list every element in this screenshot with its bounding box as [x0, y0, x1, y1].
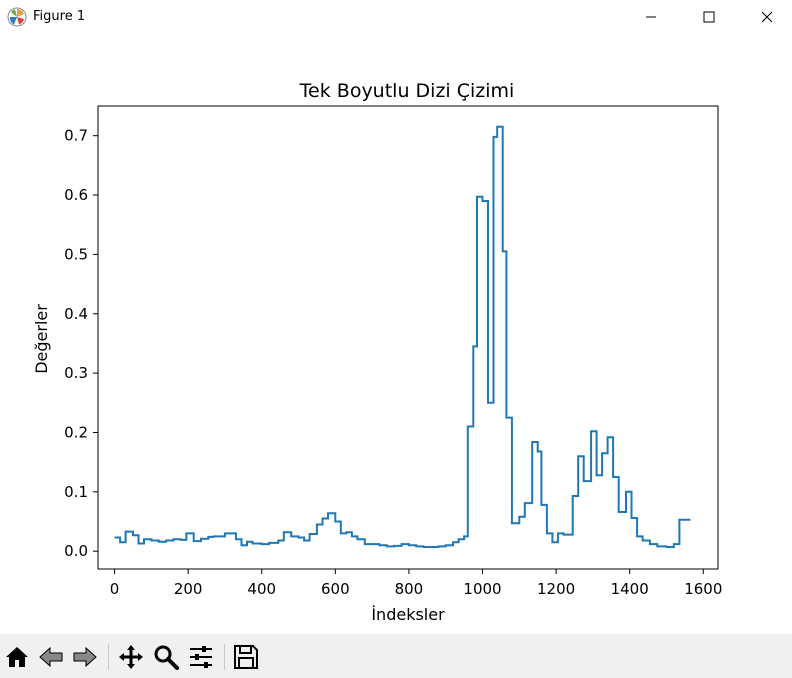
- save-button[interactable]: [233, 644, 259, 670]
- zoom-icon: [154, 645, 179, 670]
- y-tick-label: 0.3: [64, 364, 88, 382]
- x-tick-label: 200: [174, 580, 203, 598]
- x-tick-label: 1600: [684, 580, 722, 598]
- y-axis-label: Değerler: [32, 304, 51, 374]
- y-tick-label: 0.0: [64, 542, 88, 560]
- chart: Tek Boyutlu Dizi Çizimi İndeksler Değerl…: [32, 80, 722, 624]
- close-icon: [761, 11, 773, 23]
- maximize-button[interactable]: [680, 0, 738, 34]
- home-icon: [6, 647, 28, 667]
- navigation-toolbar: [0, 634, 792, 678]
- x-tick-label: 800: [395, 580, 424, 598]
- forward-icon: [73, 646, 97, 668]
- minimize-icon: [646, 16, 656, 18]
- toolbar-separator: [108, 644, 109, 670]
- close-button[interactable]: [738, 0, 792, 34]
- y-tick-label: 0.1: [64, 483, 88, 501]
- configure-subplots-icon: [190, 646, 212, 668]
- maximize-icon: [703, 11, 715, 23]
- axis-ticks: 0 200 400 600 800 1000 1200 1400 1600 0.0 0.1 0.2 0.…: [64, 127, 722, 598]
- pan-icon: [119, 645, 143, 669]
- y-tick-label: 0.5: [64, 245, 88, 263]
- zoom-button[interactable]: [153, 644, 179, 670]
- back-icon: [39, 646, 63, 668]
- home-button[interactable]: [4, 644, 30, 670]
- window-titlebar: Figure 1: [0, 0, 792, 34]
- x-tick-label: 1000: [463, 580, 501, 598]
- y-tick-label: 0.2: [64, 423, 88, 441]
- y-tick-label: 0.7: [64, 127, 88, 145]
- x-tick-label: 0: [110, 580, 120, 598]
- series-line: [114, 125, 691, 548]
- x-tick-label: 400: [247, 580, 276, 598]
- configure-subplots-button[interactable]: [188, 644, 214, 670]
- x-axis-label: İndeksler: [371, 605, 445, 624]
- y-tick-label: 0.6: [64, 186, 88, 204]
- save-icon: [234, 645, 258, 669]
- window-title: Figure 1: [33, 9, 86, 24]
- matplotlib-logo-icon: [7, 7, 27, 27]
- forward-button[interactable]: [72, 644, 98, 670]
- y-tick-label: 0.4: [64, 305, 88, 323]
- chart-title: Tek Boyutlu Dizi Çizimi: [299, 80, 515, 102]
- figure-canvas[interactable]: Tek Boyutlu Dizi Çizimi İndeksler Değerl…: [0, 34, 792, 634]
- minimize-button[interactable]: [622, 0, 680, 34]
- x-tick-label: 600: [321, 580, 350, 598]
- toolbar-separator: [224, 644, 225, 670]
- pan-button[interactable]: [118, 644, 144, 670]
- x-tick-label: 1400: [611, 580, 649, 598]
- x-tick-label: 1200: [537, 580, 575, 598]
- plot-frame: [97, 105, 719, 570]
- back-button[interactable]: [38, 644, 64, 670]
